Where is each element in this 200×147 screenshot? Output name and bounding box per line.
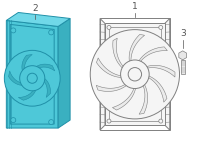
Circle shape bbox=[49, 120, 54, 125]
Polygon shape bbox=[113, 38, 124, 69]
Circle shape bbox=[27, 73, 37, 83]
Circle shape bbox=[11, 118, 16, 123]
Circle shape bbox=[107, 119, 111, 123]
Bar bbox=[181, 60, 185, 74]
Circle shape bbox=[107, 25, 111, 29]
Polygon shape bbox=[10, 24, 54, 124]
Polygon shape bbox=[38, 76, 50, 97]
Polygon shape bbox=[100, 19, 105, 130]
Polygon shape bbox=[139, 83, 148, 114]
Polygon shape bbox=[58, 19, 70, 128]
Circle shape bbox=[90, 30, 180, 119]
Polygon shape bbox=[22, 55, 32, 77]
Circle shape bbox=[4, 50, 60, 106]
Text: 1: 1 bbox=[132, 2, 138, 11]
Text: 2: 2 bbox=[32, 4, 38, 14]
Polygon shape bbox=[96, 58, 123, 77]
Polygon shape bbox=[18, 83, 36, 100]
Polygon shape bbox=[145, 65, 175, 77]
Bar bbox=[109, 27, 161, 121]
Polygon shape bbox=[138, 47, 167, 63]
Polygon shape bbox=[165, 19, 170, 130]
Polygon shape bbox=[112, 87, 136, 110]
Polygon shape bbox=[147, 75, 167, 102]
Polygon shape bbox=[96, 83, 128, 91]
Circle shape bbox=[159, 25, 163, 29]
Circle shape bbox=[128, 68, 142, 81]
Circle shape bbox=[121, 60, 149, 88]
Polygon shape bbox=[179, 51, 187, 60]
Bar bbox=[105, 24, 165, 125]
Polygon shape bbox=[6, 20, 58, 128]
Polygon shape bbox=[9, 71, 29, 85]
Polygon shape bbox=[129, 34, 145, 63]
Circle shape bbox=[20, 66, 45, 91]
Circle shape bbox=[49, 30, 54, 35]
Circle shape bbox=[159, 119, 163, 123]
Polygon shape bbox=[32, 64, 55, 72]
Polygon shape bbox=[6, 12, 70, 26]
Circle shape bbox=[11, 28, 16, 33]
Text: 3: 3 bbox=[180, 29, 186, 38]
